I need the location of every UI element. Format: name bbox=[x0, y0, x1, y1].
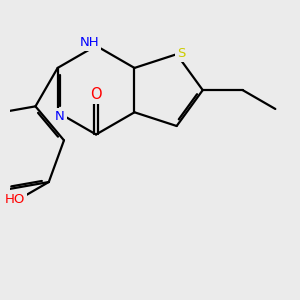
Text: N: N bbox=[55, 110, 65, 123]
Text: HO: HO bbox=[4, 193, 25, 206]
Text: O: O bbox=[90, 87, 102, 102]
Text: NH: NH bbox=[80, 36, 99, 49]
Text: S: S bbox=[177, 47, 185, 60]
